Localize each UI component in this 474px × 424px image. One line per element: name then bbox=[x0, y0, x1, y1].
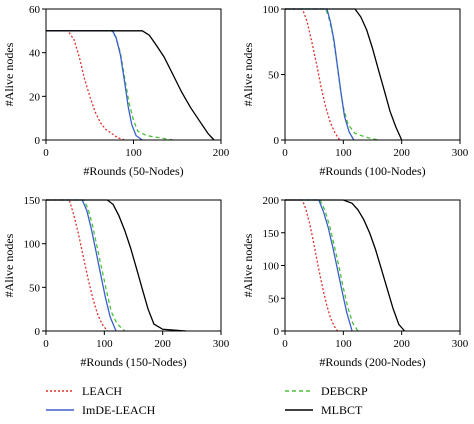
series-line-imde-leach bbox=[46, 199, 117, 332]
x-axis-label: #Rounds (200-Nodes) bbox=[319, 355, 425, 369]
series-line-mlbct bbox=[285, 199, 406, 332]
y-tick-label: 50 bbox=[29, 282, 41, 294]
x-tick-label: 0 bbox=[43, 338, 49, 350]
plot-frame bbox=[45, 8, 222, 141]
y-tick-label: 100 bbox=[263, 4, 280, 16]
x-tick-label: 200 bbox=[393, 147, 410, 159]
x-axis-label: #Rounds (100-Nodes) bbox=[319, 164, 425, 178]
legend-label-debcrp: DEBCRP bbox=[321, 384, 368, 398]
series-line-imde-leach bbox=[285, 8, 355, 141]
x-tick-label: 100 bbox=[125, 147, 142, 159]
series-line-imde-leach bbox=[46, 30, 143, 141]
series-line-leach bbox=[285, 8, 341, 141]
plot-frame bbox=[284, 8, 461, 141]
panel-50-nodes: 0 100 200 0 20 40 60 #Rounds (50-Nodes) #Alive n… bbox=[2, 4, 230, 178]
y-tick-label: 20 bbox=[29, 91, 41, 103]
panel-150-nodes: 0 100 200 300 0 50 100 150 #Rounds (150-Nodes) #A… bbox=[2, 195, 230, 369]
y-axis-label: #Alive nodes bbox=[2, 233, 16, 297]
legend-label-mlbct: MLBCT bbox=[321, 403, 363, 417]
x-tick-label: 200 bbox=[393, 338, 410, 350]
y-tick-label: 50 bbox=[268, 293, 280, 305]
series-line-debcrp bbox=[285, 199, 359, 332]
y-tick-label: 200 bbox=[263, 195, 280, 207]
series-line-mlbct bbox=[46, 30, 215, 141]
y-axis-label: #Alive nodes bbox=[241, 42, 255, 106]
y-tick-label: 0 bbox=[274, 326, 280, 338]
series-line-mlbct bbox=[285, 8, 403, 141]
y-tick-label: 100 bbox=[263, 261, 280, 273]
x-tick-label: 100 bbox=[335, 338, 352, 350]
series-line-debcrp bbox=[46, 199, 126, 332]
x-tick-label: 200 bbox=[154, 338, 171, 350]
legend-label-leach: LEACH bbox=[82, 384, 122, 398]
y-tick-label: 60 bbox=[29, 4, 41, 16]
y-tick-label: 0 bbox=[35, 326, 41, 338]
y-tick-label: 100 bbox=[24, 239, 41, 251]
x-tick-label: 0 bbox=[282, 147, 288, 159]
series-line-imde-leach bbox=[285, 199, 353, 332]
panel-100-nodes: 0 100 200 300 0 50 100 #Rounds (100-Nodes) #Aliv… bbox=[241, 4, 469, 178]
x-tick-label: 300 bbox=[452, 338, 469, 350]
y-tick-label: 150 bbox=[24, 195, 41, 207]
y-tick-label: 40 bbox=[29, 48, 41, 60]
x-tick-label: 100 bbox=[335, 147, 352, 159]
x-tick-label: 0 bbox=[43, 147, 49, 159]
series-line-debcrp bbox=[46, 30, 174, 141]
y-tick-label: 0 bbox=[274, 135, 280, 147]
y-tick-label: 150 bbox=[263, 228, 280, 240]
y-tick-label: 50 bbox=[268, 70, 280, 82]
x-tick-label: 300 bbox=[213, 338, 230, 350]
y-tick-label: 0 bbox=[35, 135, 41, 147]
x-axis-label: #Rounds (50-Nodes) bbox=[83, 164, 183, 178]
series-line-leach bbox=[285, 199, 339, 332]
plot-frame bbox=[45, 199, 222, 332]
series-line-mlbct bbox=[46, 199, 187, 332]
legend: LEACH DEBCRP ImDE-LEACH MLBCT bbox=[46, 384, 368, 417]
y-axis-label: #Alive nodes bbox=[2, 42, 16, 106]
x-tick-label: 300 bbox=[452, 147, 469, 159]
x-tick-label: 0 bbox=[282, 338, 288, 350]
x-tick-label: 200 bbox=[213, 147, 230, 159]
legend-label-imde-leach: ImDE-LEACH bbox=[82, 403, 156, 417]
x-tick-label: 100 bbox=[96, 338, 113, 350]
series-line-leach bbox=[46, 199, 108, 332]
y-axis-label: #Alive nodes bbox=[241, 233, 255, 297]
series-line-leach bbox=[46, 30, 125, 141]
x-axis-label: #Rounds (150-Nodes) bbox=[80, 355, 186, 369]
plot-frame bbox=[284, 199, 461, 332]
panel-200-nodes: 0 100 200 300 0 50 100 150 200 #Rounds (200-Nodes… bbox=[241, 195, 469, 369]
